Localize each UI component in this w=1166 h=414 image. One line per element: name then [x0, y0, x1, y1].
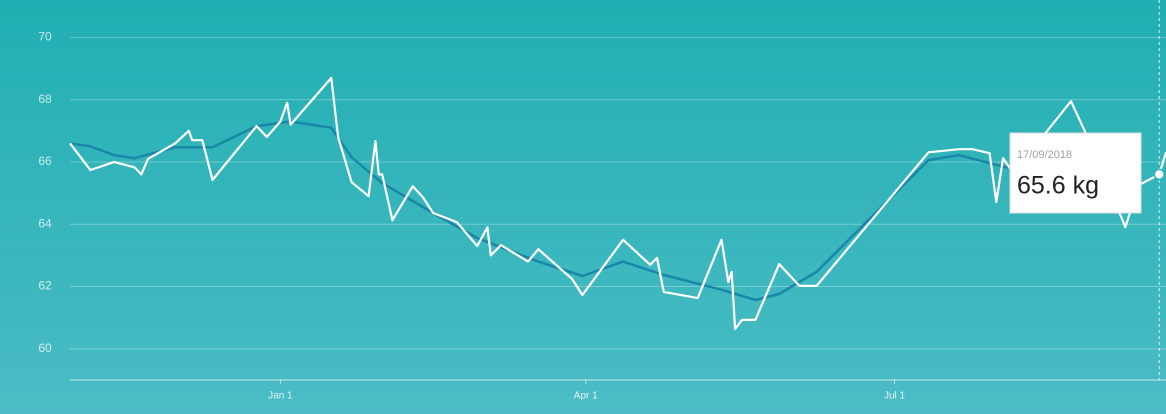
x-tick-label: Jul 1 [884, 391, 906, 402]
y-tick-label: 70 [38, 30, 52, 44]
y-tick-label: 62 [38, 279, 52, 293]
y-tick-label: 68 [38, 92, 52, 106]
hover-point [1153, 168, 1165, 181]
y-tick-label: 64 [38, 216, 52, 230]
series-line [69, 120, 1011, 302]
tooltip-value: 65.6 kg [1017, 172, 1099, 200]
y-tick-label: 66 [38, 154, 52, 168]
tooltip-date: 17/09/2018 [1017, 149, 1072, 161]
x-tick-label: Jan 1 [268, 391, 293, 402]
x-tick-label: Apr 1 [574, 391, 598, 402]
y-tick-label: 60 [38, 341, 52, 355]
tooltip-box [1009, 132, 1142, 214]
series-line [69, 76, 1166, 330]
